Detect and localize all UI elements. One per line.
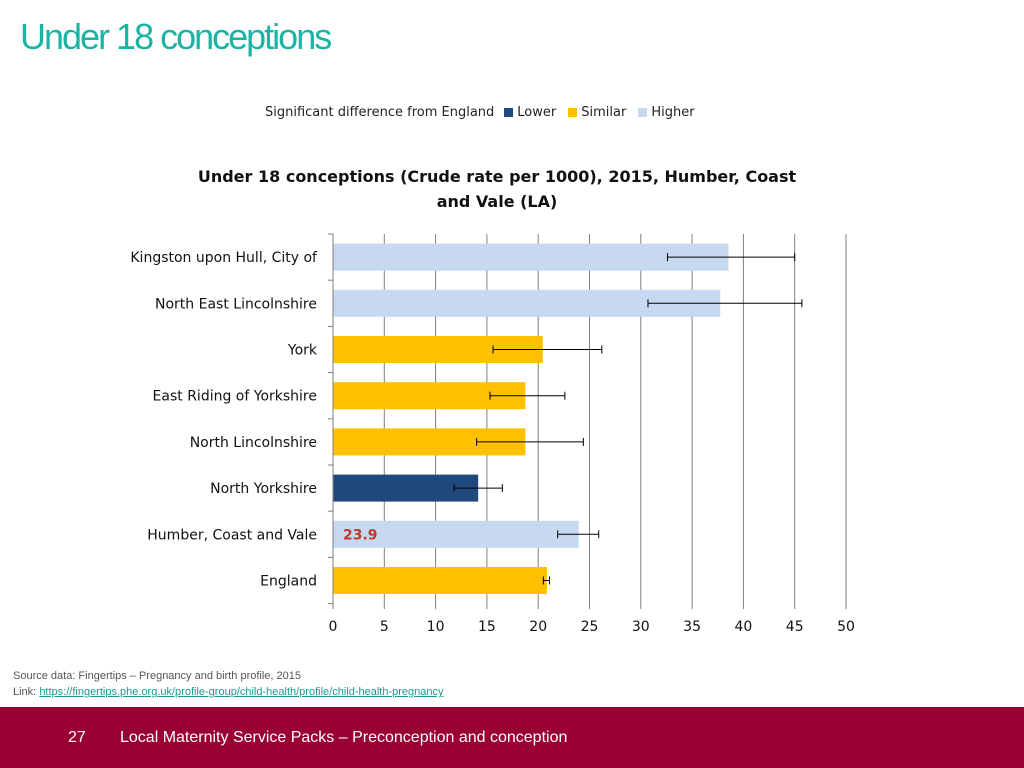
category-label: Kingston upon Hull, City of [130,250,318,266]
x-tick-label: 0 [329,619,338,635]
legend-swatch-lower [504,107,514,117]
page-number: 27 [68,729,86,746]
x-tick-label: 40 [734,619,752,635]
chart-legend: Significant difference from England Lowe… [265,102,707,122]
footer-bar: 27 Local Maternity Service Packs – Preco… [0,707,1024,768]
x-tick-label: 5 [380,619,389,635]
page-title: Under 18 conceptions [20,16,332,57]
x-tick-label: 30 [632,619,650,635]
bar [333,567,547,594]
x-tick-label: 25 [581,619,599,635]
legend-label-higher: Higher [651,104,695,120]
legend-label-lower: Lower [517,104,557,120]
x-tick-label: 10 [427,619,445,635]
x-tick-label: 50 [837,619,855,635]
link-prefix: Link: [13,686,37,698]
chart-title-line-1: Under 18 conceptions (Crude rate per 100… [198,167,797,186]
bar [333,243,729,271]
category-label: Humber, Coast and Vale [147,527,317,543]
x-tick-label: 45 [786,619,804,635]
category-label: North East Lincolnshire [155,296,317,312]
bar [333,520,579,548]
x-tick-label: 20 [529,619,547,635]
category-label: North Lincolnshire [190,435,317,451]
category-label: North Yorkshire [210,481,317,497]
source-link-row: Link: https://fingertips.phe.org.uk/prof… [13,684,444,700]
data-label: 23.9 [343,527,378,543]
legend-item-similar: Similar [568,105,626,120]
legend-swatch-similar [568,107,578,117]
category-label: York [287,343,318,359]
category-label: East Riding of Yorkshire [153,389,317,405]
legend-item-lower: Lower [504,105,556,120]
chart-title-line-2: and Vale (LA) [437,192,558,211]
category-label: England [260,574,317,590]
source-note: Source data: Fingertips – Pregnancy and … [13,668,444,700]
bar-chart: Under 18 conceptions (Crude rate per 100… [130,167,855,635]
footer-title: Local Maternity Service Packs – Preconce… [120,729,568,746]
legend-item-higher: Higher [638,104,695,120]
legend-title: Significant difference from England [265,104,495,120]
source-text: Source data: Fingertips – Pregnancy and … [13,670,302,682]
legend-swatch-higher [638,107,648,117]
source-link[interactable]: https://fingertips.phe.org.uk/profile-gr… [39,686,444,698]
x-tick-label: 15 [478,619,496,635]
x-tick-label: 35 [683,619,701,635]
legend-label-similar: Similar [581,104,627,120]
